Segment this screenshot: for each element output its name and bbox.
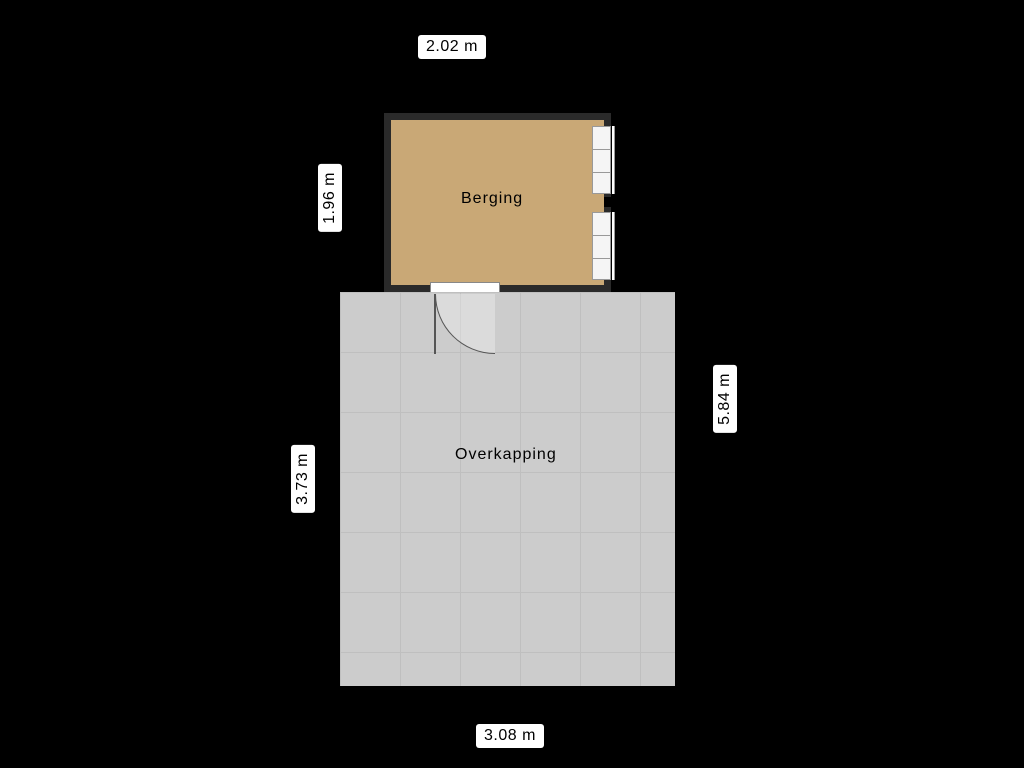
dim-left-lower: 3.73 m (291, 445, 315, 513)
overkapping-label: Overkapping (455, 446, 557, 464)
dim-bottom: 3.08 m (476, 724, 544, 748)
right-wall-notch (604, 197, 616, 207)
dim-top: 2.02 m (418, 35, 486, 59)
dim-right: 5.84 m (713, 365, 737, 433)
overkapping-room (340, 292, 675, 686)
shelf-lower (592, 212, 611, 280)
dim-left-upper: 1.96 m (318, 164, 342, 232)
berging-label: Berging (461, 190, 523, 208)
right-wall-line-1 (612, 126, 615, 194)
shelf-upper (592, 126, 611, 194)
door-leaf (434, 294, 436, 354)
right-wall-line-2 (612, 212, 615, 280)
